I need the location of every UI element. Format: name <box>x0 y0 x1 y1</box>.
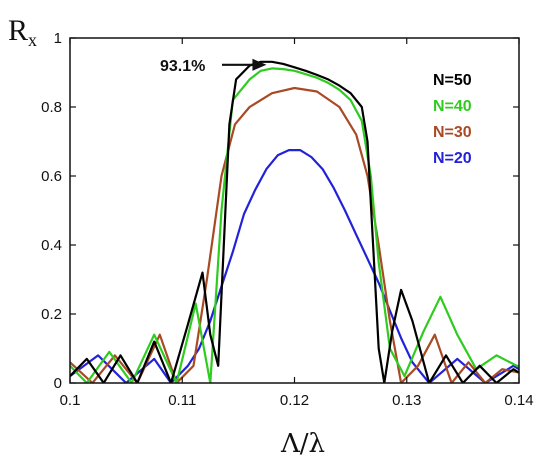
x-tick-label: 0.13 <box>392 392 421 409</box>
legend-entry: N=30 <box>433 124 472 141</box>
legend: N=50 N=40 N=30 N=20 <box>433 72 472 167</box>
y-tick-label: 0.2 <box>41 306 62 323</box>
y-axis-label: R <box>8 14 28 47</box>
y-tick-label: 1 <box>54 30 62 47</box>
series-line-n-40 <box>70 67 519 383</box>
series-line-n-50 <box>70 60 519 383</box>
x-tick-label: 0.14 <box>504 392 533 409</box>
legend-entry: N=50 <box>433 72 472 89</box>
annotation-text: 93.1% <box>160 58 205 75</box>
tick-layer: 0.1 0.11 0.12 0.13 0.14 0 0.2 0.4 0.6 0.8 1 <box>41 30 533 409</box>
series-layer <box>70 60 519 383</box>
x-tick-label: 0.1 <box>60 392 81 409</box>
annotation: 93.1% <box>160 58 267 75</box>
series-line-n-20 <box>70 149 519 383</box>
x-tick-label: 0.11 <box>168 392 196 409</box>
x-tick-label: 0.12 <box>280 392 309 409</box>
y-tick-label: 0.6 <box>41 168 62 185</box>
legend-entry: N=40 <box>433 98 472 115</box>
x-axis-label: Λ/λ <box>280 429 325 459</box>
y-axis-label-sub: x <box>28 30 37 50</box>
annotation-arrow-head <box>252 58 267 71</box>
y-tick-label: 0.4 <box>41 237 62 254</box>
series-line-n-30 <box>70 86 519 383</box>
plot-frame <box>69 37 520 384</box>
legend-entry: N=20 <box>433 150 472 167</box>
y-tick-label: 0.8 <box>41 99 62 116</box>
y-tick-label: 0 <box>54 375 62 392</box>
